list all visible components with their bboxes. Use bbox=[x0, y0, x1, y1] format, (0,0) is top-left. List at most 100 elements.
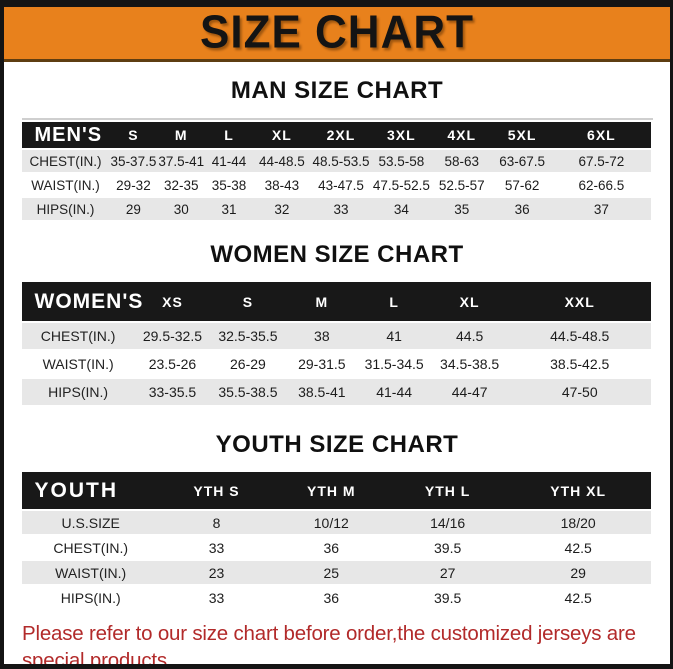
size-column-header: XL bbox=[271, 127, 292, 143]
data-cell: 29-32 bbox=[116, 177, 151, 193]
size-column-header: S bbox=[242, 293, 254, 310]
data-cell: 34.5-38.5 bbox=[440, 356, 500, 372]
data-cell: 34 bbox=[393, 201, 409, 217]
data-cell: 36 bbox=[323, 589, 340, 606]
data-cell: 35-38 bbox=[211, 177, 247, 193]
data-cell: 62-66.5 bbox=[578, 177, 625, 193]
size-column-header: YTH S bbox=[193, 482, 240, 499]
youth-size-chart-heading: YOUTH SIZE CHART bbox=[215, 431, 459, 458]
data-cell: 36 bbox=[323, 539, 340, 556]
table-corner-label: YOUTH bbox=[34, 478, 118, 502]
size-column-header: XXL bbox=[564, 293, 595, 310]
data-cell: 33 bbox=[208, 539, 225, 556]
data-cell: 23.5-26 bbox=[148, 356, 197, 372]
disclaimer-text: Please refer to our size chart before or… bbox=[22, 620, 670, 664]
data-cell: 23 bbox=[208, 564, 225, 581]
data-cell: 32.5-35.5 bbox=[218, 328, 278, 344]
row-label: WAIST(IN.) bbox=[31, 177, 100, 193]
row-label: WAIST(IN.) bbox=[42, 356, 114, 372]
data-cell: 47-50 bbox=[561, 384, 598, 400]
data-cell: 26-29 bbox=[230, 356, 266, 372]
row-label: CHEST(IN.) bbox=[40, 328, 116, 344]
row-label: WAIST(IN.) bbox=[55, 564, 127, 581]
women-size-table: WOMEN'S XS S M L XL XXL CHEST(IN.) 29.5-32.5 32.5… bbox=[21, 282, 651, 407]
size-column-header: M bbox=[174, 127, 188, 143]
size-column-header: M bbox=[315, 293, 329, 310]
data-cell: 44-48.5 bbox=[258, 153, 305, 169]
size-column-header: YTH M bbox=[306, 482, 356, 499]
data-cell: 29 bbox=[570, 564, 586, 581]
row-label: U.S.SIZE bbox=[61, 514, 120, 531]
size-column-header: L bbox=[389, 293, 399, 310]
data-cell: 37 bbox=[593, 201, 609, 217]
man-size-chart-heading: MAN SIZE CHART bbox=[230, 77, 444, 104]
size-column-header: 2XL bbox=[326, 127, 356, 143]
table-row: WAIST(IN.) 23.5-26 26-29 29-31.5 31.5-34.5 34… bbox=[21, 350, 651, 378]
size-chart-page: SIZE CHART MAN SIZE CHART MEN'S S M L XL 2XL 3… bbox=[4, 7, 670, 664]
data-cell: 32 bbox=[274, 201, 290, 217]
size-column-header: 6XL bbox=[587, 127, 616, 143]
size-column-header: S bbox=[128, 127, 139, 143]
row-label: HIPS(IN.) bbox=[36, 201, 95, 217]
data-cell: 29.5-32.5 bbox=[142, 328, 203, 344]
size-column-header: XL bbox=[459, 293, 480, 310]
row-label: CHEST(IN.) bbox=[53, 539, 129, 556]
data-cell: 41-44 bbox=[376, 384, 413, 400]
data-cell: 44-47 bbox=[451, 384, 488, 400]
data-cell: 38.5-42.5 bbox=[550, 356, 610, 372]
data-cell: 33 bbox=[208, 589, 225, 606]
table-row: WAIST(IN.) 29-32 32-35 35-38 38-43 43-47.5 47.… bbox=[21, 173, 651, 197]
data-cell: 44.5-48.5 bbox=[550, 328, 610, 344]
data-cell: 31 bbox=[221, 201, 237, 217]
data-cell: 44.5 bbox=[456, 328, 484, 344]
man-size-table-wrap: MEN'S S M L XL 2XL 3XL 4XL 5XL 6XL CHEST(IN.) 35-37… bbox=[21, 118, 653, 222]
data-cell: 42.5 bbox=[564, 539, 592, 556]
table-row: HIPS(IN.) 33 36 39.5 42.5 bbox=[21, 585, 651, 610]
size-column-header: 5XL bbox=[507, 127, 537, 143]
data-cell: 35-37.5 bbox=[110, 153, 157, 169]
data-cell: 41 bbox=[386, 328, 402, 344]
size-column-header: L bbox=[224, 127, 234, 143]
page-title: SIZE CHART bbox=[200, 7, 474, 59]
table-row: U.S.SIZE 8 10/12 14/16 18/20 bbox=[21, 510, 651, 535]
data-cell: 29 bbox=[125, 201, 141, 217]
data-cell: 29-31.5 bbox=[298, 356, 346, 372]
women-size-table-wrap: WOMEN'S XS S M L XL XXL CHEST(IN.) 29.5-32.5 32.5… bbox=[21, 282, 653, 407]
data-cell: 30 bbox=[173, 201, 189, 217]
table-corner-label: WOMEN'S bbox=[34, 289, 144, 313]
table-row: CHEST(IN.) 35-37.5 37.5-41 41-44 44-48.5 48.5… bbox=[21, 149, 651, 173]
table-row: CHEST(IN.) 29.5-32.5 32.5-35.5 38 41 44.5 44.5… bbox=[21, 322, 651, 350]
data-cell: 25 bbox=[323, 564, 340, 581]
row-label: HIPS(IN.) bbox=[60, 589, 121, 606]
data-cell: 35 bbox=[454, 201, 470, 217]
data-cell: 37.5-41 bbox=[158, 153, 205, 169]
youth-size-table: YOUTH YTH S YTH M YTH L YTH XL U.S.SIZE 8 10/12… bbox=[21, 472, 651, 611]
data-cell: 39.5 bbox=[434, 539, 462, 556]
data-cell: 18/20 bbox=[560, 514, 596, 531]
table-header-row: MEN'S S M L XL 2XL 3XL 4XL 5XL 6XL bbox=[21, 122, 651, 149]
data-cell: 47.5-52.5 bbox=[372, 177, 430, 193]
size-column-header: XS bbox=[162, 293, 183, 310]
data-cell: 36 bbox=[514, 201, 530, 217]
size-column-header: YTH XL bbox=[550, 482, 607, 499]
title-banner: SIZE CHART bbox=[4, 7, 670, 62]
data-cell: 33 bbox=[333, 201, 349, 217]
data-cell: 38-43 bbox=[264, 177, 300, 193]
data-cell: 39.5 bbox=[434, 589, 462, 606]
table-row: HIPS(IN.) 29 30 31 32 33 34 35 36 37 bbox=[21, 197, 651, 221]
data-cell: 32-35 bbox=[163, 177, 199, 193]
table-header-row: WOMEN'S XS S M L XL XXL bbox=[21, 282, 651, 322]
data-cell: 58-63 bbox=[444, 153, 479, 169]
youth-size-table-wrap: YOUTH YTH S YTH M YTH L YTH XL U.S.SIZE 8 10/12… bbox=[21, 472, 653, 611]
data-cell: 41-44 bbox=[211, 153, 247, 169]
table-row: HIPS(IN.) 33-35.5 35.5-38.5 38.5-41 41-44 44-… bbox=[21, 378, 651, 406]
size-column-header: 3XL bbox=[387, 127, 416, 143]
data-cell: 33-35.5 bbox=[148, 384, 197, 400]
man-size-table: MEN'S S M L XL 2XL 3XL 4XL 5XL 6XL CHEST(IN.) 35-37… bbox=[21, 122, 651, 222]
row-label: CHEST(IN.) bbox=[29, 153, 102, 169]
data-cell: 35.5-38.5 bbox=[218, 384, 278, 400]
data-cell: 27 bbox=[439, 564, 456, 581]
data-cell: 63-67.5 bbox=[499, 153, 545, 169]
data-cell: 31.5-34.5 bbox=[364, 356, 424, 372]
